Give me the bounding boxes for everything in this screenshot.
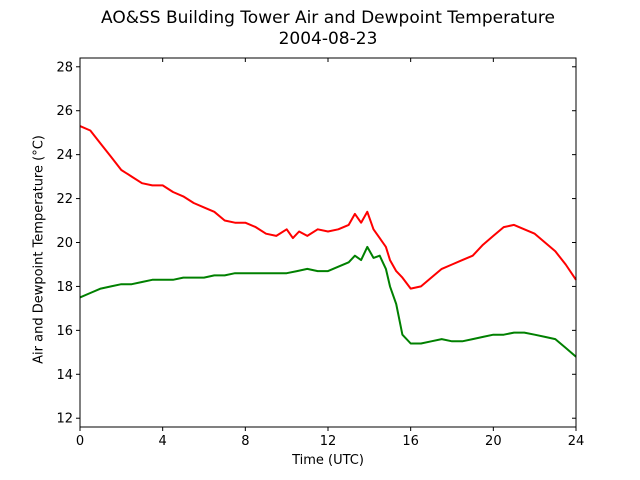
chart-title: AO&SS Building Tower Air and Dewpoint Te…: [100, 8, 555, 28]
x-tick-label: 8: [241, 434, 249, 449]
x-tick-label: 4: [159, 434, 167, 449]
series-line-1: [79, 245, 577, 358]
series-layer: [79, 125, 577, 358]
chart-subtitle: 2004-08-23: [278, 29, 378, 49]
y-tick-label: 12: [56, 412, 73, 427]
y-tick-label: 14: [56, 368, 73, 383]
x-tick-label: 0: [76, 434, 84, 449]
y-tick-label: 22: [56, 192, 73, 207]
y-tick-label: 18: [56, 280, 73, 295]
plot-frame: [79, 57, 577, 428]
series-line-0: [79, 125, 577, 290]
x-tick-label: 12: [320, 434, 337, 449]
y-axis: 12 14 16 18 20 22 24 26 28: [56, 60, 576, 427]
x-axis: 0 4 8 12 16 20 24: [76, 58, 584, 449]
y-axis-label: Air and Dewpoint Temperature (°C): [31, 135, 47, 364]
y-tick-label: 26: [56, 104, 73, 119]
x-tick-label: 24: [568, 434, 585, 449]
x-tick-label: 16: [402, 434, 419, 449]
y-tick-label: 16: [56, 324, 73, 339]
y-tick-label: 20: [56, 236, 73, 251]
y-tick-label: 28: [56, 60, 73, 75]
y-tick-label: 24: [56, 148, 73, 163]
x-axis-label: Time (UTC): [292, 453, 364, 468]
x-tick-label: 20: [485, 434, 502, 449]
